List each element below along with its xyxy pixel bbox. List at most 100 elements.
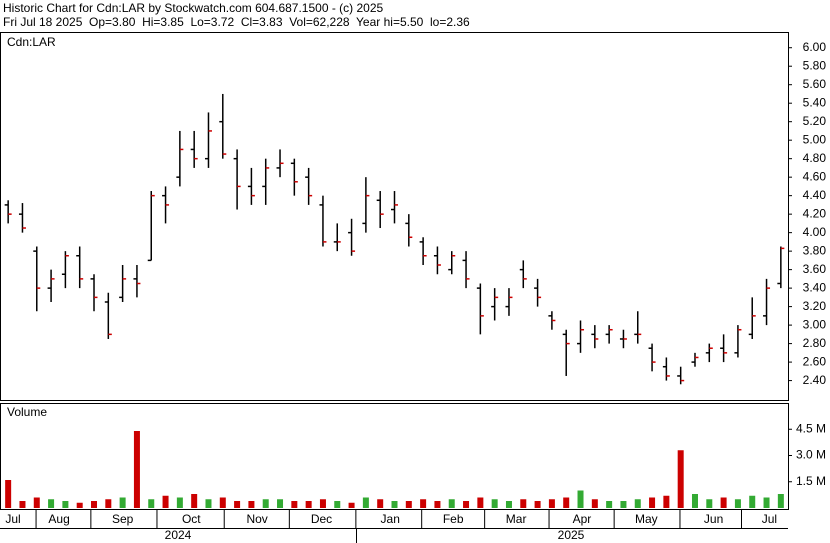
y-tick-label: 5.00	[803, 132, 827, 146]
volume-bar	[91, 501, 98, 508]
volume-bar	[291, 501, 298, 508]
volume-bar	[305, 501, 312, 508]
volume-bar	[262, 499, 269, 508]
volume-bar	[434, 501, 441, 508]
x-tick-label: Apr	[573, 512, 592, 526]
volume-bar	[448, 499, 455, 508]
volume-bar	[620, 501, 627, 508]
volume-bar	[749, 495, 756, 508]
x-tick-label: Dec	[311, 512, 332, 526]
volume-bar	[234, 501, 241, 508]
volume-bar	[277, 499, 284, 508]
volume-bar	[334, 501, 341, 508]
volume-bar	[663, 495, 670, 508]
volume-bar	[219, 497, 226, 508]
volume-bar	[734, 499, 741, 508]
x-tick-label: Mar	[506, 512, 527, 526]
x-tick-label: Jul	[5, 512, 20, 526]
y-tick-label: 4.60	[803, 169, 827, 183]
volume-bar	[706, 499, 713, 508]
x-tick-label: Oct	[182, 512, 201, 526]
volume-bar	[105, 499, 112, 508]
volume-bar	[5, 480, 12, 508]
volume-bar	[548, 499, 555, 508]
volume-panel-title: Volume	[7, 405, 47, 419]
y-tick-label: 4.80	[803, 151, 827, 165]
volume-bar	[520, 499, 527, 508]
year-label: 2024	[165, 528, 192, 542]
volume-bar	[33, 497, 40, 508]
y-tick-label: 5.60	[803, 77, 827, 91]
y-tick-label: 1.5 M	[796, 474, 826, 488]
price-panel-title: Cdn:LAR	[7, 35, 56, 49]
x-tick-label: Jul	[762, 512, 777, 526]
x-tick-label: May	[635, 512, 658, 526]
volume-bar	[649, 497, 656, 508]
volume-bar	[691, 494, 698, 508]
volume-bar	[19, 501, 26, 508]
y-tick-label: 4.5 M	[796, 421, 826, 435]
volume-bar	[205, 499, 212, 508]
y-tick-label: 3.40	[803, 280, 827, 294]
y-tick-label: 5.20	[803, 114, 827, 128]
volume-bar	[491, 499, 498, 508]
volume-bar	[133, 431, 140, 508]
volume-bar	[48, 499, 55, 508]
year-label: 2025	[558, 528, 585, 542]
y-tick-label: 4.40	[803, 188, 827, 202]
volume-bar	[348, 502, 355, 508]
y-tick-label: 3.0 M	[796, 448, 826, 462]
volume-bar	[405, 501, 412, 508]
volume-bar	[76, 502, 83, 508]
x-tick-label: Feb	[443, 512, 464, 526]
volume-bar	[534, 501, 541, 508]
y-tick-label: 5.40	[803, 95, 827, 109]
volume-bar	[191, 494, 198, 508]
y-tick-label: 3.60	[803, 262, 827, 276]
x-tick-label: Nov	[246, 512, 267, 526]
volume-bar	[634, 499, 641, 508]
y-tick-label: 2.40	[803, 373, 827, 387]
y-tick-label: 3.20	[803, 299, 827, 313]
y-tick-label: 3.80	[803, 243, 827, 257]
header-summary: Fri Jul 18 2025 Op=3.80 Hi=3.85 Lo=3.72 …	[3, 15, 470, 29]
y-tick-label: 2.80	[803, 336, 827, 350]
volume-bar	[463, 501, 470, 508]
volume-bar	[248, 501, 255, 508]
volume-bar	[505, 501, 512, 508]
volume-bar	[777, 494, 784, 508]
y-tick-label: 6.00	[803, 40, 827, 54]
volume-panel	[0, 403, 789, 510]
y-tick-label: 2.60	[803, 354, 827, 368]
x-tick-label: Sep	[112, 512, 134, 526]
y-tick-label: 4.00	[803, 225, 827, 239]
volume-bar	[563, 497, 570, 508]
volume-bar	[176, 497, 183, 508]
y-tick-label: 4.20	[803, 206, 827, 220]
y-tick-label: 5.80	[803, 58, 827, 72]
y-tick-label: 3.00	[803, 317, 827, 331]
volume-bar	[377, 499, 384, 508]
header-title: Historic Chart for Cdn:LAR by Stockwatch…	[3, 1, 384, 15]
volume-bar	[391, 501, 398, 508]
volume-bar	[477, 497, 484, 508]
volume-bar	[162, 495, 169, 508]
volume-bar	[591, 499, 598, 508]
volume-bar	[677, 450, 684, 508]
volume-bar	[319, 499, 326, 508]
volume-bar	[148, 499, 155, 508]
volume-bar	[420, 499, 427, 508]
volume-bar	[62, 501, 69, 508]
volume-bar	[606, 501, 613, 508]
x-tick-label: Jun	[704, 512, 723, 526]
x-tick-label: Jan	[381, 512, 400, 526]
volume-bar	[362, 497, 369, 508]
price-panel	[0, 32, 789, 401]
volume-bar	[119, 497, 126, 508]
x-tick-label: Aug	[48, 512, 69, 526]
volume-bar	[720, 497, 727, 508]
volume-bar	[763, 497, 770, 508]
volume-bar	[577, 490, 584, 508]
